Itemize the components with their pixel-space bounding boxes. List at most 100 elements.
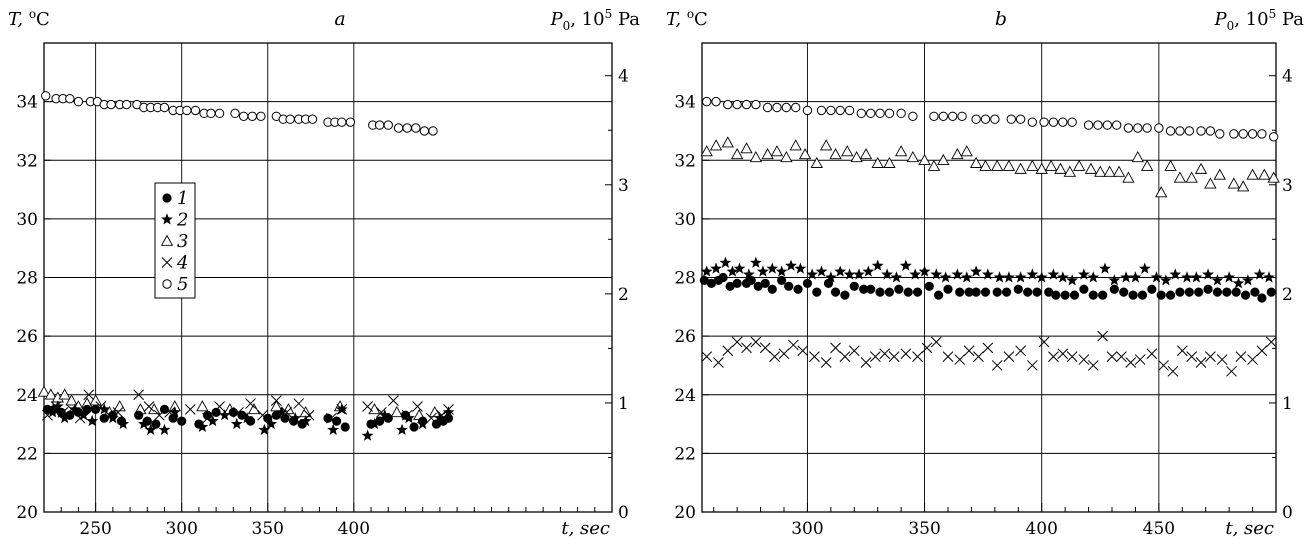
- data-point-series-1: [706, 278, 716, 288]
- data-point-series-3: [859, 148, 873, 160]
- data-point-series-1: [1013, 284, 1023, 294]
- data-point-series-3: [709, 139, 723, 151]
- series-1: [699, 272, 1276, 303]
- data-point-series-3: [1073, 159, 1086, 171]
- data-point-series-2: [158, 423, 171, 435]
- data-point-series-4: [1216, 354, 1228, 365]
- data-point-series-2: [258, 423, 271, 435]
- data-point-series-4: [820, 357, 832, 368]
- data-point-series-5: [884, 108, 895, 119]
- data-point-series-1: [964, 287, 974, 297]
- data-point-series-5: [732, 99, 742, 110]
- data-point-series-1: [1088, 290, 1098, 300]
- data-point-series-4: [1146, 348, 1158, 360]
- data-point-series-4: [1205, 351, 1216, 362]
- data-point-series-3: [1204, 177, 1217, 189]
- data-point-series-2: [1232, 277, 1245, 289]
- data-point-series-1: [1128, 290, 1138, 300]
- data-point-series-2: [1047, 268, 1060, 280]
- data-point-series-4: [900, 348, 912, 360]
- data-point-series-2: [1066, 274, 1079, 286]
- data-point-series-5: [1015, 114, 1026, 124]
- data-point-series-3: [1140, 159, 1154, 171]
- data-point-series-2: [1202, 268, 1214, 280]
- data-point-series-5: [411, 123, 421, 133]
- data-point-series-3: [1014, 162, 1027, 174]
- data-point-series-4: [1125, 357, 1137, 368]
- data-point-series-1: [934, 290, 944, 300]
- data-point-series-2: [1108, 274, 1121, 286]
- series-4: [701, 330, 1277, 377]
- y-left-tick-label: 22: [16, 444, 38, 464]
- data-point-series-1: [1079, 284, 1089, 294]
- data-point-series-5: [159, 102, 170, 113]
- data-point-series-4: [1066, 351, 1078, 362]
- data-point-series-3: [871, 156, 884, 168]
- data-point-series-2: [46, 406, 59, 418]
- data-point-series-5: [816, 105, 827, 116]
- data-point-series-1: [912, 287, 923, 297]
- data-point-series-3: [841, 145, 854, 157]
- x-axis-label: t, sec: [561, 518, 610, 539]
- data-point-series-5: [419, 126, 430, 136]
- data-point-series-5: [826, 105, 836, 116]
- data-point-series-5: [741, 99, 752, 110]
- data-point-series-1: [1032, 287, 1042, 297]
- data-point-series-2: [918, 265, 931, 277]
- data-point-series-5: [285, 114, 295, 124]
- data-point-series-2: [939, 271, 952, 283]
- data-point-series-3: [58, 388, 71, 400]
- data-point-series-1: [1231, 287, 1241, 297]
- data-point-series-4: [830, 342, 841, 354]
- data-point-series-3: [820, 139, 833, 151]
- data-point-series-5: [41, 91, 51, 101]
- data-point-series-2: [794, 262, 807, 274]
- data-point-series-2: [1087, 271, 1100, 283]
- data-point-series-3: [770, 145, 784, 157]
- data-point-series-1: [830, 287, 841, 297]
- data-point-series-1: [134, 410, 144, 420]
- data-point-series-2: [327, 423, 340, 435]
- data-point-series-2: [144, 423, 157, 435]
- data-point-series-5: [701, 96, 712, 107]
- data-point-series-1: [271, 410, 281, 420]
- data-point-series-2: [196, 420, 209, 433]
- data-point-series-4: [942, 351, 954, 362]
- data-point-series-2: [230, 417, 243, 430]
- y-right-axis-label: P0, 105 Pa: [549, 7, 640, 33]
- data-point-series-5: [307, 114, 318, 124]
- data-point-series-1: [82, 404, 92, 415]
- data-point-series-5: [1196, 126, 1206, 136]
- data-point-series-3: [883, 156, 896, 168]
- data-point-series-5: [791, 102, 801, 113]
- data-point-series-2: [815, 265, 828, 277]
- data-point-series-5: [374, 120, 385, 130]
- data-point-series-2: [1223, 271, 1236, 283]
- data-point-series-5: [908, 111, 918, 121]
- data-point-series-2: [1211, 274, 1224, 286]
- data-point-series-2: [719, 256, 732, 268]
- data-point-series-4: [1167, 365, 1179, 377]
- data-point-series-1: [1044, 287, 1054, 297]
- legend-label-1: 1: [177, 188, 188, 209]
- data-point-series-3: [1103, 165, 1116, 177]
- data-point-series-2: [981, 268, 994, 280]
- data-point-series-1: [280, 413, 290, 423]
- data-point-series-2: [1120, 271, 1132, 283]
- data-point-series-1: [1175, 287, 1185, 297]
- data-point-series-1: [228, 407, 238, 417]
- data-point-series-1: [99, 413, 109, 423]
- data-point-series-4: [1087, 360, 1099, 371]
- data-point-series-1: [955, 287, 965, 297]
- data-point-series-4: [1048, 351, 1059, 362]
- data-point-series-1: [332, 416, 342, 426]
- series-5: [701, 96, 1279, 142]
- data-point-series-3: [1173, 171, 1187, 183]
- data-point-series-1: [767, 284, 777, 294]
- data-point-series-3: [761, 148, 774, 160]
- data-point-series-1: [211, 407, 221, 417]
- data-point-series-4: [879, 348, 891, 360]
- y-right-tick-label: 2: [618, 285, 629, 305]
- data-point-series-4: [1015, 345, 1026, 357]
- x-tick-label: 400: [1025, 519, 1057, 539]
